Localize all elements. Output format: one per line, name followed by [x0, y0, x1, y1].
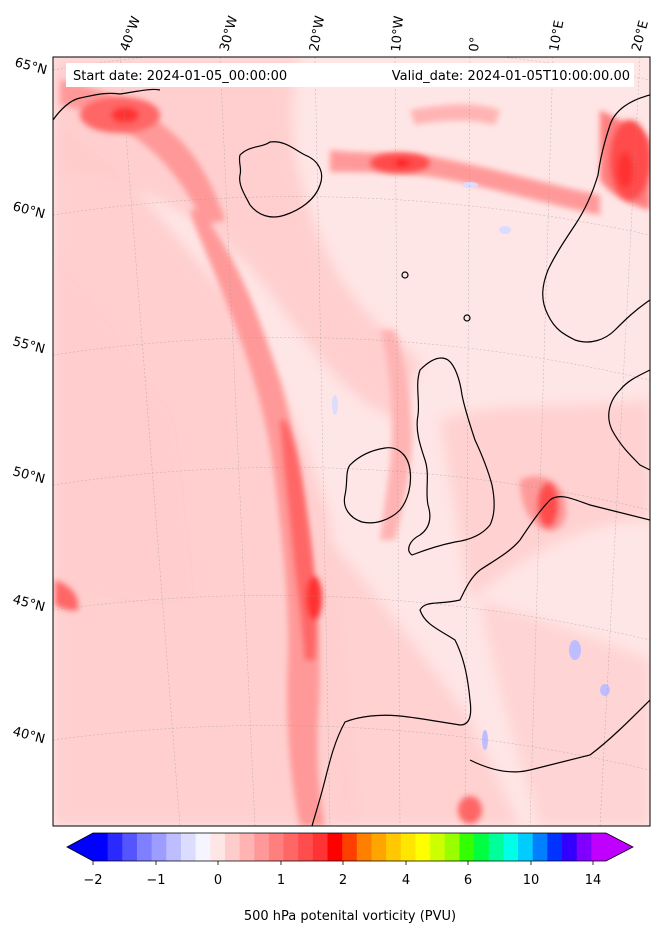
- colorbar-ticks: −2 −1 0 1 2 4 6 10 14: [83, 873, 601, 888]
- longitude-labels: 40°W 30°W 20°W 10°W 0° 10°E 20°E: [118, 14, 652, 53]
- colorbar-extend-high: [606, 833, 633, 861]
- start-date-label: Start date: 2024-01-05_00:00:00: [73, 69, 287, 84]
- lon-label-10e: 10°E: [547, 19, 567, 52]
- latitude-labels: 65°N 60°N 55°N 50°N 45°N 40°N: [11, 55, 49, 747]
- coast-continent: [311, 496, 650, 826]
- lat-label-40n: 40°N: [11, 724, 47, 747]
- lon-label-20e: 20°E: [629, 19, 652, 53]
- colorbar-segment: [327, 833, 343, 861]
- colorbar-segment: [503, 833, 519, 861]
- cb-tick-2: 2: [339, 873, 347, 888]
- colorbar-segment: [386, 833, 402, 861]
- colorbar-segment: [576, 833, 592, 861]
- colorbar-segment: [342, 833, 358, 861]
- lat-label-65n: 65°N: [13, 55, 49, 78]
- lon-label-0: 0°: [467, 36, 483, 52]
- coast-greenland: [53, 88, 161, 121]
- colorbar-segment: [136, 833, 153, 861]
- graticule: [53, 57, 650, 826]
- pv-contours-negative: [332, 182, 610, 750]
- cb-tick-14: 14: [585, 873, 602, 888]
- colorbar-segment: [415, 833, 431, 861]
- colorbar-segment: [239, 833, 255, 861]
- lon-label-10w: 10°W: [389, 15, 407, 52]
- lon-label-40w: 40°W: [118, 14, 144, 53]
- cb-tick-0: 0: [214, 873, 222, 888]
- colorbar-segment: [151, 833, 167, 861]
- lat-label-60n: 60°N: [11, 199, 47, 222]
- colorbar-segment: [400, 833, 416, 861]
- colorbar-extend-low: [67, 833, 93, 861]
- colorbar-segment: [268, 833, 285, 861]
- colorbar-segment: [107, 833, 123, 861]
- colorbar-segment: [224, 833, 241, 861]
- colorbar-segment: [562, 833, 578, 861]
- coast-norway: [542, 94, 650, 343]
- colorbar-segment: [195, 833, 211, 861]
- colorbar-segment: [518, 833, 534, 861]
- lat-label-50n: 50°N: [11, 464, 47, 487]
- colorbar-segment: [312, 833, 329, 861]
- coast-iceland: [238, 141, 323, 218]
- colorbar-segment: [122, 833, 138, 861]
- pv-contours-low: [53, 57, 650, 826]
- pv-field-map: [53, 57, 650, 826]
- coast-great-britain: [408, 357, 495, 556]
- lat-label-55n: 55°N: [11, 334, 47, 357]
- colorbar-segment: [371, 833, 387, 861]
- colorbar-segment: [180, 833, 197, 861]
- colorbar-segment: [488, 833, 504, 861]
- cb-tick-neg2: −2: [83, 873, 102, 888]
- coast-faroe: [401, 271, 409, 279]
- colorbar-segment: [298, 833, 314, 861]
- cb-tick-6: 6: [464, 873, 472, 888]
- colorbar-segment: [547, 833, 563, 861]
- colorbar-segment: [444, 833, 460, 861]
- coastlines: [53, 88, 650, 826]
- cb-tick-4: 4: [402, 873, 410, 888]
- lon-label-30w: 30°W: [217, 14, 241, 53]
- colorbar: [66, 832, 634, 865]
- colorbar-segment: [283, 833, 299, 861]
- lon-label-20w: 20°W: [307, 15, 328, 53]
- colorbar-segment: [93, 833, 109, 861]
- coast-mediterranean: [469, 699, 650, 773]
- colorbar-segment: [430, 833, 446, 861]
- colorbar-title: 500 hPa potenital vorticity (PVU): [244, 909, 456, 924]
- cb-tick-neg1: −1: [146, 873, 165, 888]
- valid-date-label: Valid_date: 2024-01-05T10:00:00.00: [392, 69, 630, 84]
- pv-contours-high: [80, 97, 650, 824]
- colorbar-segment: [210, 833, 226, 861]
- map-frame: [52, 56, 651, 827]
- colorbar-segment: [591, 833, 607, 861]
- colorbar-segment: [459, 833, 475, 861]
- colorbar-segment: [254, 833, 270, 861]
- colorbar-segment: [356, 833, 372, 861]
- cb-tick-10: 10: [523, 873, 540, 888]
- header-box: [66, 63, 634, 87]
- cb-tick-1: 1: [277, 873, 285, 888]
- coast-shetland: [463, 314, 471, 322]
- colorbar-segment: [166, 833, 182, 861]
- colorbar-segment: [474, 833, 490, 861]
- lat-label-45n: 45°N: [11, 592, 47, 615]
- coast-ireland: [343, 447, 412, 524]
- colorbar-segment: [532, 833, 548, 861]
- coast-denmark: [608, 369, 650, 471]
